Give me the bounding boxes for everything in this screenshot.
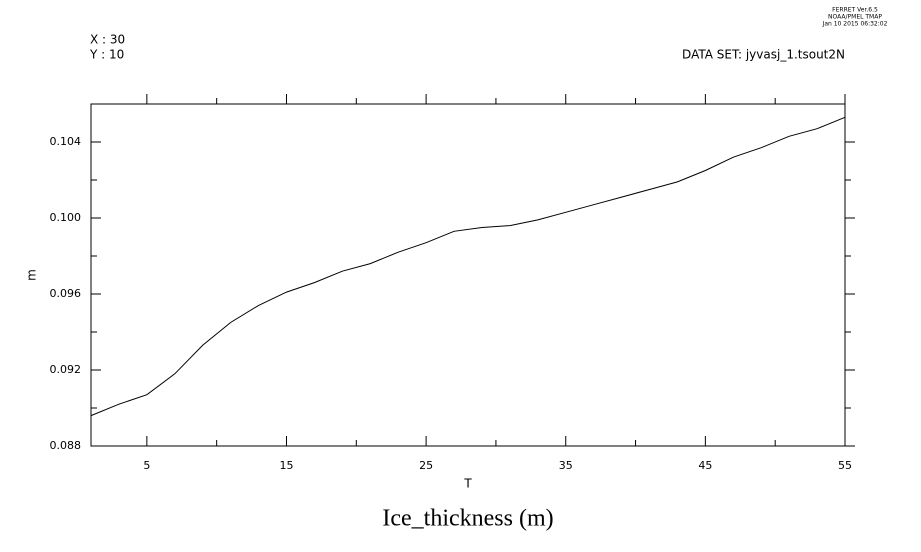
data-line xyxy=(90,116,846,417)
y-tick-label: 0.104 xyxy=(50,135,82,148)
y-axis-label: m xyxy=(25,269,39,281)
stamp: Jan 10 2015 06:32:02 xyxy=(822,21,888,28)
x-tick-label: 15 xyxy=(279,459,293,472)
header-y: Y : 10 xyxy=(89,48,124,62)
stamp: FERRET Ver.6.5 xyxy=(832,7,878,14)
x-tick-label: 55 xyxy=(838,459,852,472)
x-tick-label: 5 xyxy=(143,459,150,472)
header-x: X : 30 xyxy=(90,33,125,47)
x-tick-label: 35 xyxy=(559,459,573,472)
chart-title: Ice_thickness (m) xyxy=(382,506,553,532)
plot-frame xyxy=(90,103,846,447)
x-tick-label: 45 xyxy=(698,459,712,472)
y-tick-label: 0.092 xyxy=(50,363,82,376)
y-tick-label: 0.096 xyxy=(50,287,82,300)
y-tick-label: 0.100 xyxy=(50,211,82,224)
x-tick-label: 25 xyxy=(419,459,433,472)
y-tick-label: 0.088 xyxy=(50,439,82,452)
stamp: NOAA/PMEL TMAP xyxy=(828,14,882,21)
dataset-label: DATA SET: jyvasj_1.tsout2N xyxy=(682,48,845,62)
x-axis-label: T xyxy=(463,477,472,491)
